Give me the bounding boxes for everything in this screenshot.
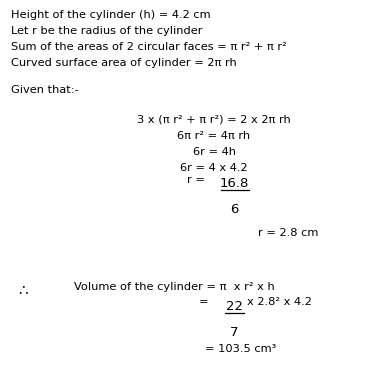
Text: Let r be the radius of the cylinder: Let r be the radius of the cylinder: [11, 26, 203, 36]
Text: Volume of the cylinder = π  x r² x h: Volume of the cylinder = π x r² x h: [74, 282, 275, 292]
Text: 3 x (π r² + π r²) = 2 x 2π rh: 3 x (π r² + π r²) = 2 x 2π rh: [137, 115, 291, 125]
Text: =: =: [199, 297, 208, 307]
Text: x 2.8² x 4.2: x 2.8² x 4.2: [247, 297, 312, 307]
Text: Curved surface area of cylinder = 2π rh: Curved surface area of cylinder = 2π rh: [11, 58, 237, 68]
Text: r =: r =: [187, 175, 205, 185]
Text: 6r = 4h: 6r = 4h: [193, 147, 235, 157]
Text: Height of the cylinder (h) = 4.2 cm: Height of the cylinder (h) = 4.2 cm: [11, 10, 211, 20]
Text: 22: 22: [226, 300, 243, 313]
Text: ∴: ∴: [18, 282, 28, 297]
Text: 6r = 4 x 4.2: 6r = 4 x 4.2: [180, 163, 248, 173]
Text: 6π r² = 4π rh: 6π r² = 4π rh: [177, 131, 251, 141]
Text: 16.8: 16.8: [220, 177, 249, 190]
Text: r = 2.8 cm: r = 2.8 cm: [258, 228, 318, 238]
Text: Given that:-: Given that:-: [11, 85, 79, 95]
Text: = 103.5 cm³: = 103.5 cm³: [205, 344, 276, 354]
Text: 7: 7: [230, 326, 239, 339]
Text: Sum of the areas of 2 circular faces = π r² + π r²: Sum of the areas of 2 circular faces = π…: [11, 42, 287, 52]
Text: 6: 6: [230, 203, 238, 216]
